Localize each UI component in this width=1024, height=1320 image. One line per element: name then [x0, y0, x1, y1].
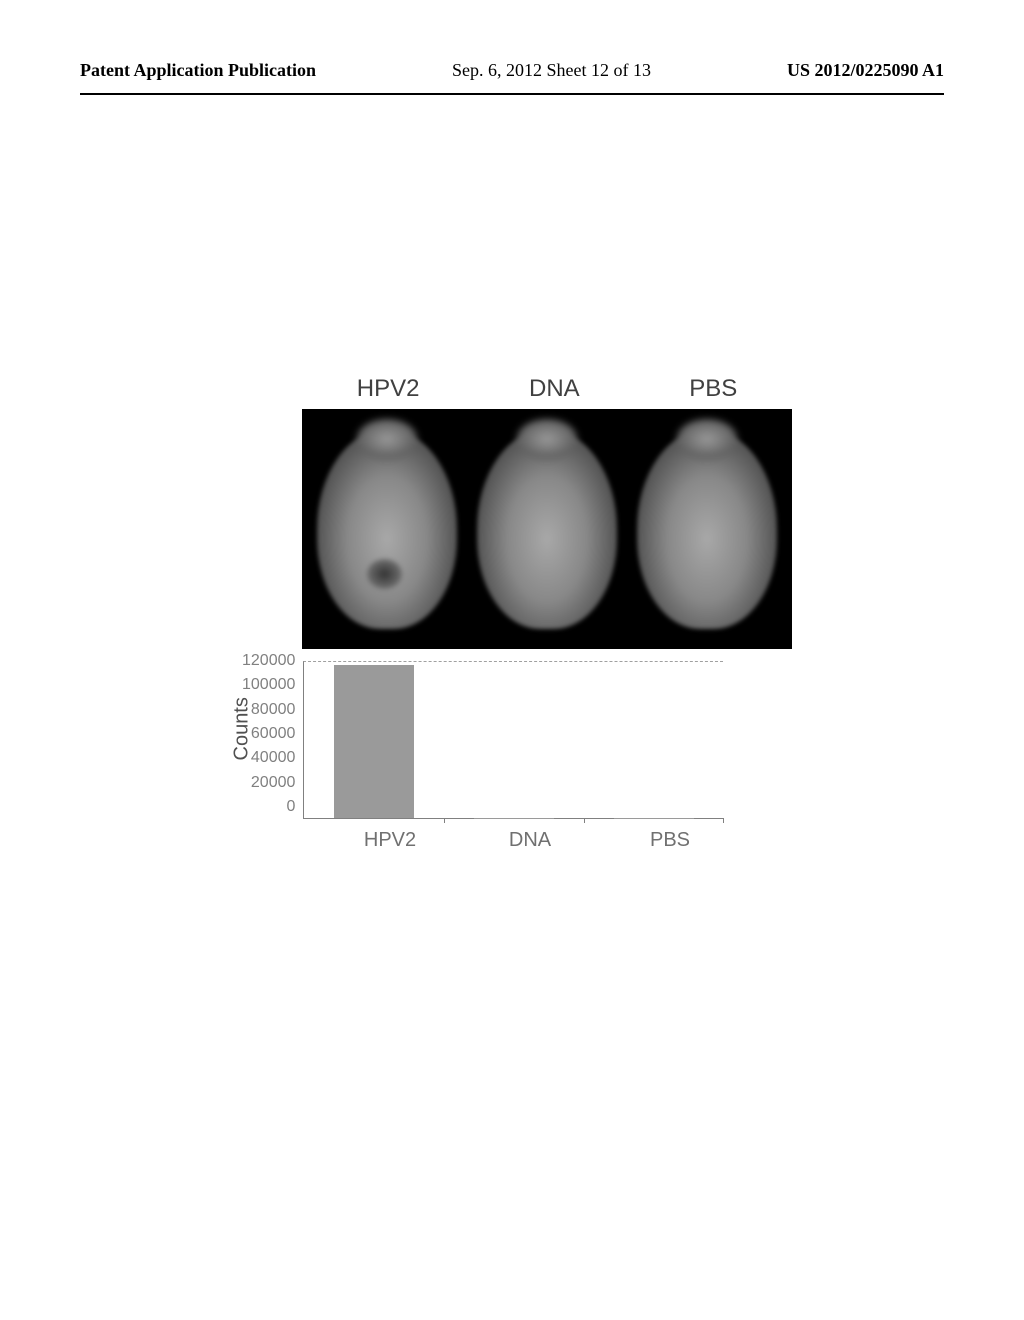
bar-chart: Counts 120000 100000 80000 60000 40000 2…: [232, 649, 792, 852]
x-tick-mark: [584, 818, 585, 823]
mouse-subject-2: [477, 429, 617, 629]
x-label-pbs: PBS: [600, 829, 740, 852]
image-label-dna: DNA: [529, 375, 580, 403]
patent-page: Patent Application Publication Sep. 6, 2…: [0, 0, 1024, 1320]
y-axis-label: Counts: [231, 741, 254, 761]
y-tick: 100000: [242, 673, 295, 697]
y-tick: 0: [242, 795, 295, 819]
page-header: Patent Application Publication Sep. 6, 2…: [80, 60, 944, 89]
mouse-image-panel: [302, 409, 792, 649]
bar-group-pbs: [584, 662, 724, 818]
header-left-text: Patent Application Publication: [80, 60, 316, 81]
y-tick: 120000: [242, 649, 295, 673]
image-labels-row: HPV2 DNA PBS: [302, 375, 792, 403]
chart-plot-area: 120000 100000 80000 60000 40000 20000 0: [242, 649, 740, 819]
plot-area: [303, 661, 723, 819]
x-axis-labels: HPV2 DNA PBS: [320, 829, 740, 852]
signal-hotspot: [367, 559, 402, 589]
y-tick: 20000: [242, 770, 295, 794]
image-label-pbs: PBS: [689, 375, 737, 403]
header-divider: [80, 93, 944, 95]
figure-container: HPV2 DNA PBS Counts 120000 100000 80000: [232, 375, 792, 852]
image-label-hpv2: HPV2: [357, 375, 420, 403]
mouse-subject-1: [317, 429, 457, 629]
x-tick-mark: [723, 818, 724, 823]
bar-group-hpv2: [304, 662, 444, 818]
header-center-text: Sep. 6, 2012 Sheet 12 of 13: [452, 60, 651, 81]
bar-group-dna: [444, 662, 584, 818]
bar-hpv2: [334, 665, 414, 818]
x-tick-mark: [444, 818, 445, 823]
mouse-subject-3: [637, 429, 777, 629]
x-label-hpv2: HPV2: [320, 829, 460, 852]
chart-inner: 120000 100000 80000 60000 40000 20000 0: [242, 649, 740, 852]
header-right-text: US 2012/0225090 A1: [787, 60, 944, 81]
x-label-dna: DNA: [460, 829, 600, 852]
